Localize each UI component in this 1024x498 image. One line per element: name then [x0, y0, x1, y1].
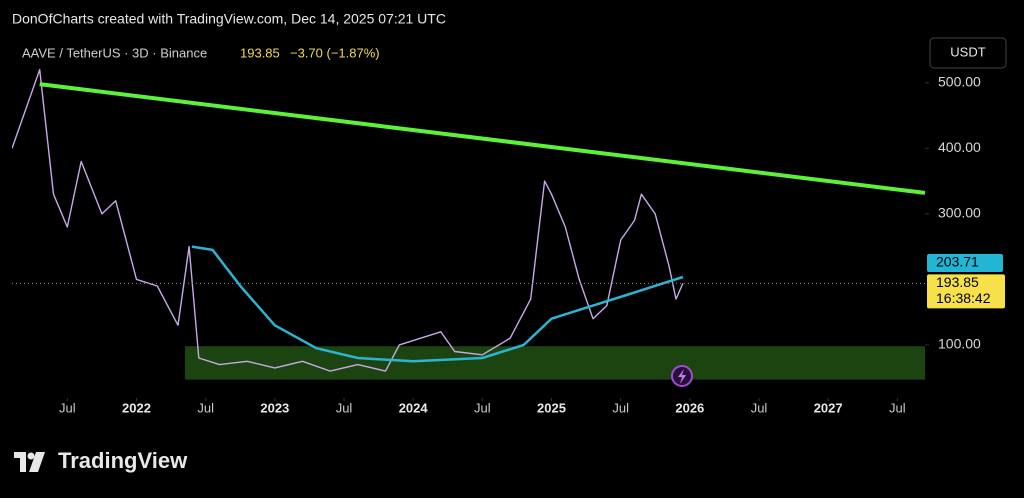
x-tick-label: Jul [889, 400, 906, 415]
plot-area [12, 69, 925, 380]
y-tick-label: 100.00 [938, 336, 981, 352]
y-tick-label: 400.00 [938, 139, 981, 155]
x-tick-label: 2027 [814, 400, 843, 415]
price-label: 203.71 [936, 254, 979, 270]
currency-button[interactable] [929, 37, 1007, 69]
x-tick-label: 2022 [122, 400, 151, 415]
event-icon-bolt [678, 369, 686, 384]
x-tick-label: Jul [612, 400, 629, 415]
countdown: 16:38:42 [936, 290, 991, 306]
symbol-title: AAVE / TetherUS · 3D · Binance [22, 45, 207, 60]
trendline [39, 82, 925, 195]
x-tick-label: 2025 [537, 400, 566, 415]
currency-label[interactable]: USDT [950, 44, 985, 59]
x-tick-label: Jul [336, 400, 353, 415]
brand-name: TradingView [58, 448, 188, 473]
x-tick-label: Jul [751, 400, 768, 415]
y-tick-label: 500.00 [938, 74, 981, 90]
price-label-box [927, 274, 1005, 309]
x-tick-label: 2026 [675, 400, 704, 415]
price-change: −3.70 (−1.87%) [290, 45, 380, 60]
last-price: 193.85 [240, 45, 280, 60]
brand-logo [14, 452, 45, 472]
x-tick-label: Jul [474, 400, 491, 415]
price-line [12, 69, 684, 372]
x-tick-label: 2024 [399, 400, 429, 415]
attribution: DonOfCharts created with TradingView.com… [12, 11, 446, 27]
price-label-box [927, 253, 1003, 272]
price-label: 193.85 [936, 274, 979, 290]
x-tick-label: Jul [197, 400, 214, 415]
price-line [191, 245, 684, 363]
x-tick-label: 2023 [260, 400, 289, 415]
y-tick-label: 300.00 [938, 205, 981, 221]
x-tick-label: Jul [59, 400, 76, 415]
